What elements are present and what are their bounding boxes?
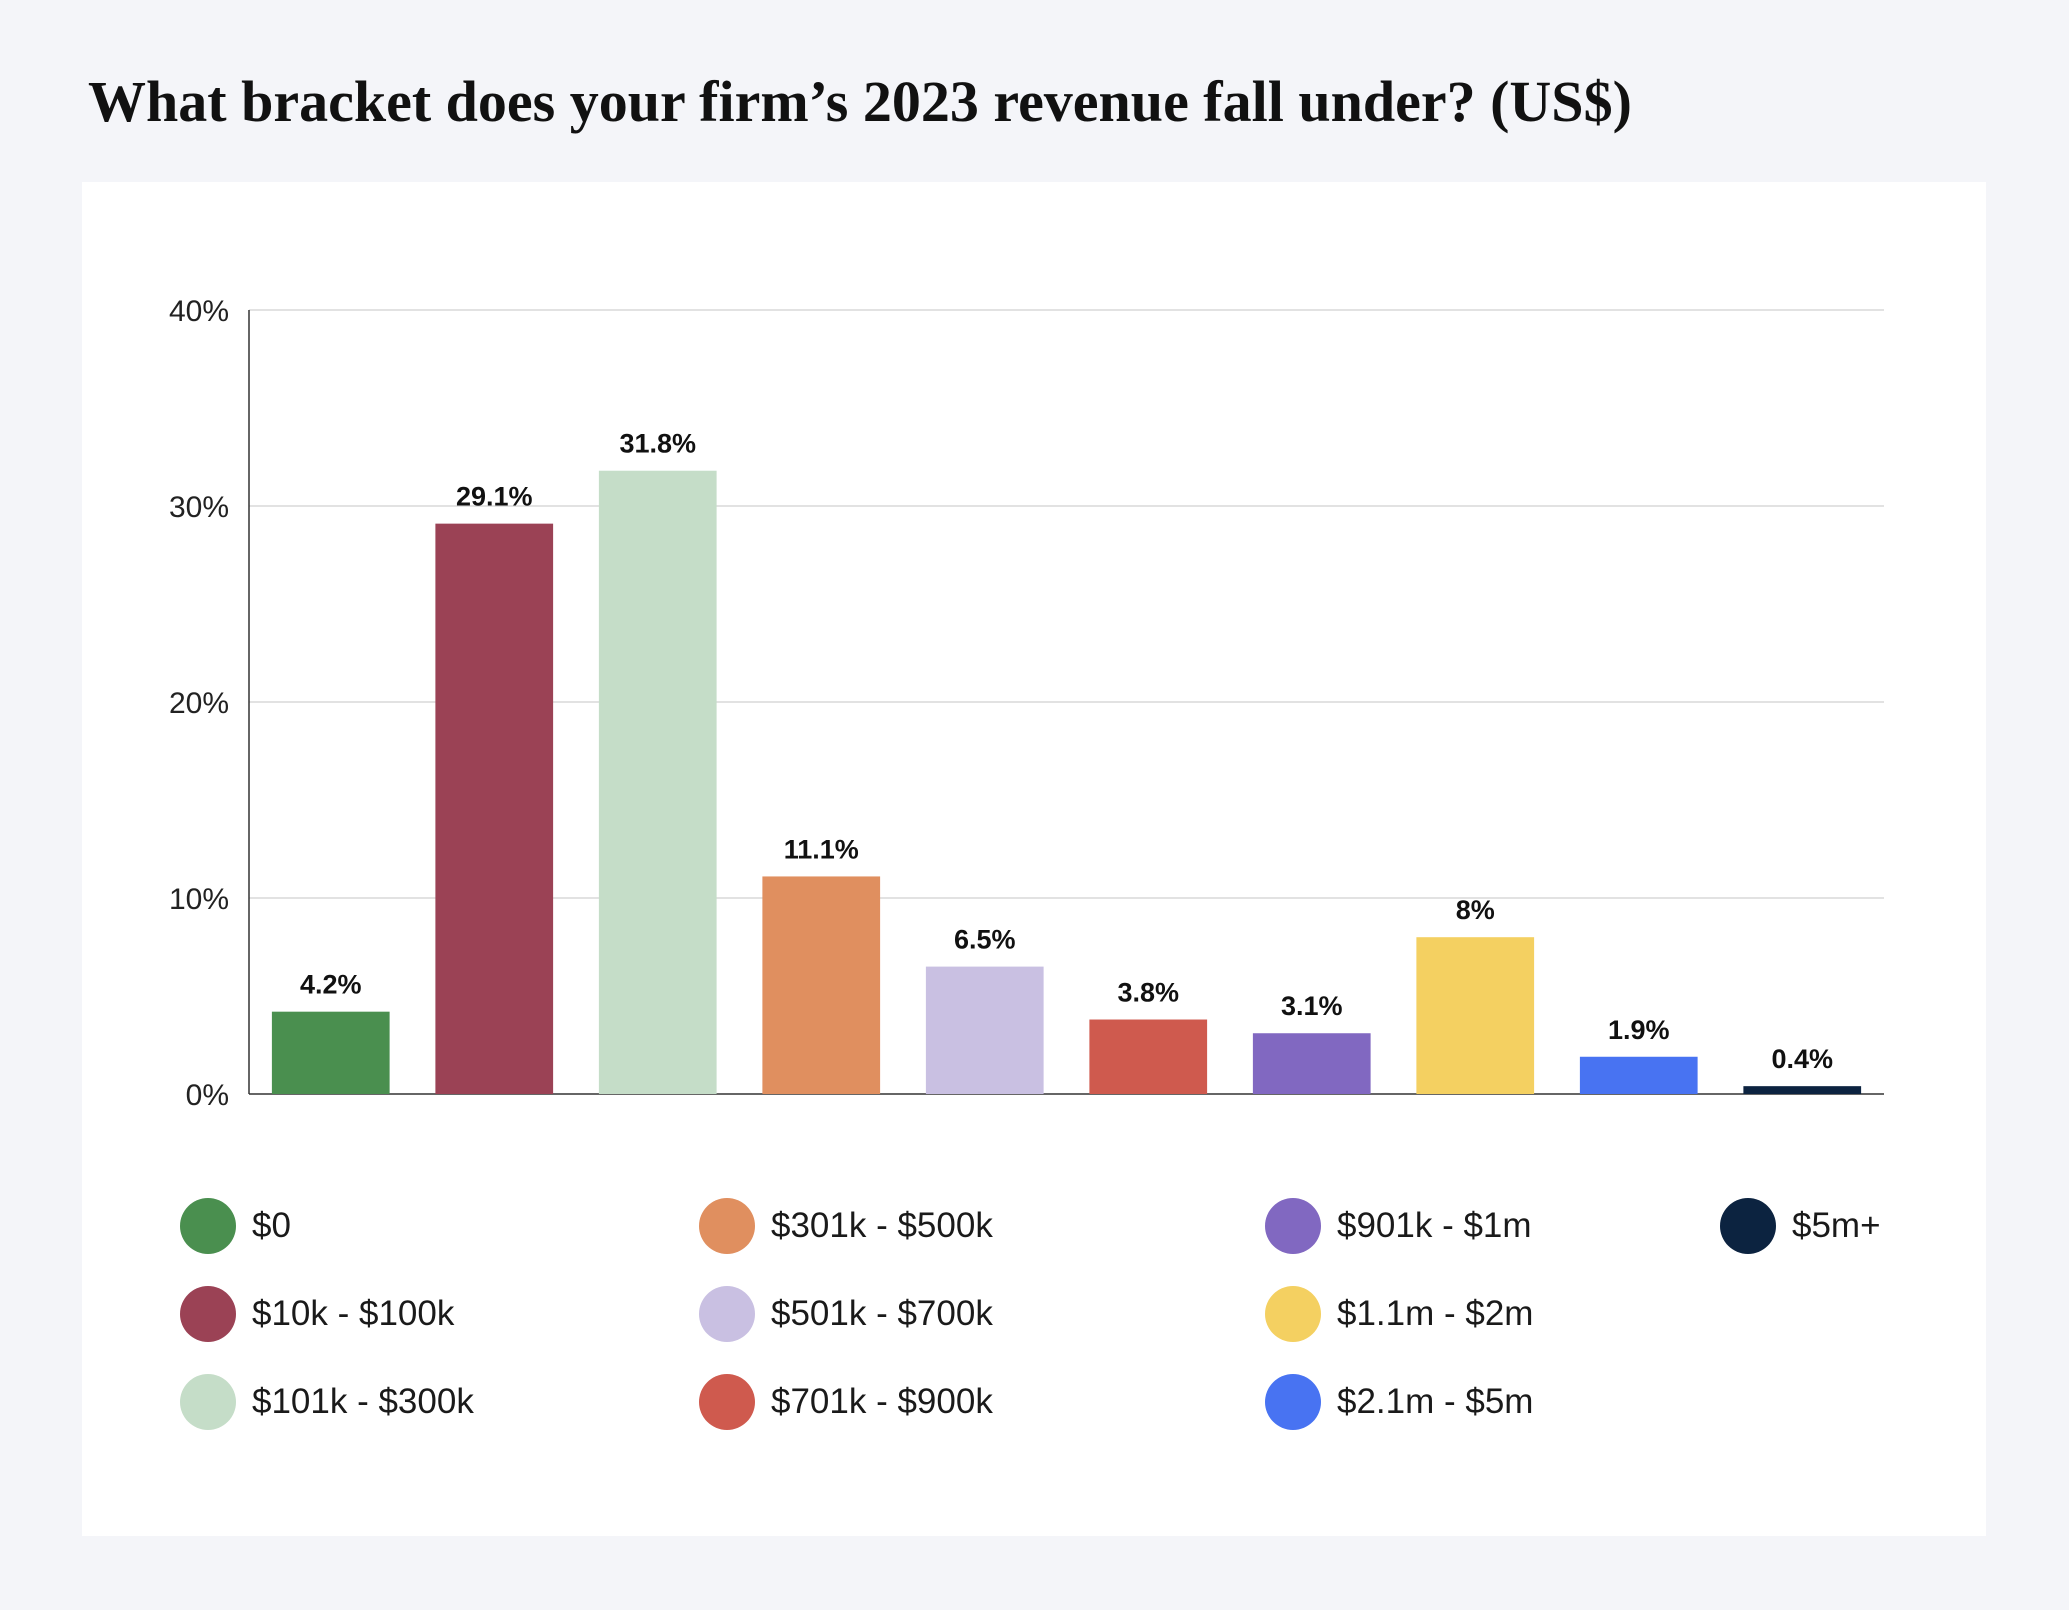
legend-label: $101k - $300k (252, 1382, 474, 1421)
legend-item: $101k - $300k (180, 1374, 474, 1430)
bar (435, 523, 554, 1094)
bar-value-label: 8% (1456, 895, 1495, 925)
bar-value-label: 3.1% (1281, 991, 1343, 1021)
bar-value-label: 6.5% (954, 925, 1016, 955)
legend-item: $2.1m - $5m (1265, 1374, 1533, 1430)
bar-value-label: 3.8% (1117, 978, 1179, 1008)
legend-item: $901k - $1m (1265, 1198, 1532, 1254)
legend-swatch (699, 1286, 755, 1342)
bar-value-label: 4.2% (300, 970, 362, 1000)
legend-swatch (1265, 1374, 1321, 1430)
bar (925, 966, 1044, 1094)
legend-item: $501k - $700k (699, 1286, 993, 1342)
bar (1089, 1019, 1208, 1094)
y-tick-label: 0% (186, 1079, 229, 1112)
bar (1416, 937, 1535, 1094)
value-labels: 4.2% 29.1% 31.8% 11.1% 6.5% 3.8% 3.1% 8% 1.9% 0.4… (300, 429, 1833, 1074)
bar-value-label: 0.4% (1771, 1044, 1833, 1074)
y-tick-label: 20% (169, 687, 229, 720)
y-tick-label: 40% (169, 295, 229, 328)
legend-swatch (699, 1198, 755, 1254)
bar (1252, 1033, 1371, 1094)
bar (762, 876, 881, 1094)
bar-chart: 0% 10% 20% 30% 40% 4.2% 29.1% 31.8% 11.1% 6.5% 3.… (169, 295, 1884, 1112)
bar (1579, 1056, 1698, 1094)
legend-item: $0 (180, 1198, 291, 1254)
bar-value-label: 1.9% (1608, 1015, 1670, 1045)
bar-value-label: 31.8% (619, 429, 696, 459)
chart-card: 0% 10% 20% 30% 40% 4.2% 29.1% 31.8% 11.1% 6.5% 3.… (82, 182, 1986, 1536)
bar-value-label: 11.1% (784, 834, 859, 864)
legend-label: $2.1m - $5m (1337, 1382, 1534, 1421)
legend-swatch (699, 1374, 755, 1430)
bar-value-label: 29.1% (456, 482, 533, 512)
legend-label: $301k - $500k (771, 1206, 993, 1245)
legend-swatch (180, 1198, 236, 1254)
y-tick-label: 30% (169, 491, 229, 524)
legend-swatch (1720, 1198, 1776, 1254)
legend-label: $0 (252, 1206, 291, 1245)
legend-swatch (1265, 1198, 1321, 1254)
legend-swatch (180, 1286, 236, 1342)
legend-label: $5m+ (1792, 1206, 1881, 1245)
bar (598, 470, 717, 1095)
bar (271, 1011, 390, 1094)
legend-label: $1.1m - $2m (1337, 1294, 1534, 1333)
legend-swatch (180, 1374, 236, 1430)
legend-label: $701k - $900k (771, 1382, 993, 1421)
legend-label: $901k - $1m (1337, 1206, 1532, 1245)
legend-label: $10k - $100k (252, 1294, 455, 1333)
legend-swatch (1265, 1286, 1321, 1342)
legend-item: $10k - $100k (180, 1286, 454, 1342)
legend-item: $701k - $900k (699, 1374, 993, 1430)
chart-title: What bracket does your firm’s 2023 reven… (88, 69, 1632, 134)
bar (1743, 1086, 1862, 1094)
y-tick-label: 10% (169, 883, 229, 916)
legend-item: $1.1m - $2m (1265, 1286, 1533, 1342)
legend-item: $5m+ (1720, 1198, 1881, 1254)
legend-item: $301k - $500k (699, 1198, 993, 1254)
bars (271, 470, 1862, 1095)
legend-label: $501k - $700k (771, 1294, 993, 1333)
